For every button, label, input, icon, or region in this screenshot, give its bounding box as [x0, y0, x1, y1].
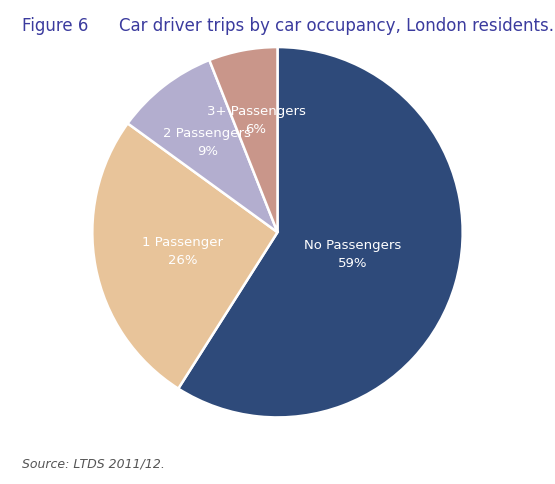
- Wedge shape: [128, 61, 278, 233]
- Text: 2 Passengers
9%: 2 Passengers 9%: [163, 127, 251, 158]
- Wedge shape: [92, 124, 278, 389]
- Text: 1 Passenger
26%: 1 Passenger 26%: [143, 235, 224, 266]
- Text: Car driver trips by car occupancy, London residents.: Car driver trips by car occupancy, Londo…: [119, 17, 554, 35]
- Wedge shape: [209, 48, 278, 233]
- Text: Source: LTDS 2011/12.: Source: LTDS 2011/12.: [22, 456, 165, 469]
- Text: No Passengers
59%: No Passengers 59%: [304, 239, 401, 270]
- Text: 3+ Passengers
6%: 3+ Passengers 6%: [206, 105, 305, 136]
- Text: Figure 6: Figure 6: [22, 17, 89, 35]
- Wedge shape: [178, 48, 463, 418]
